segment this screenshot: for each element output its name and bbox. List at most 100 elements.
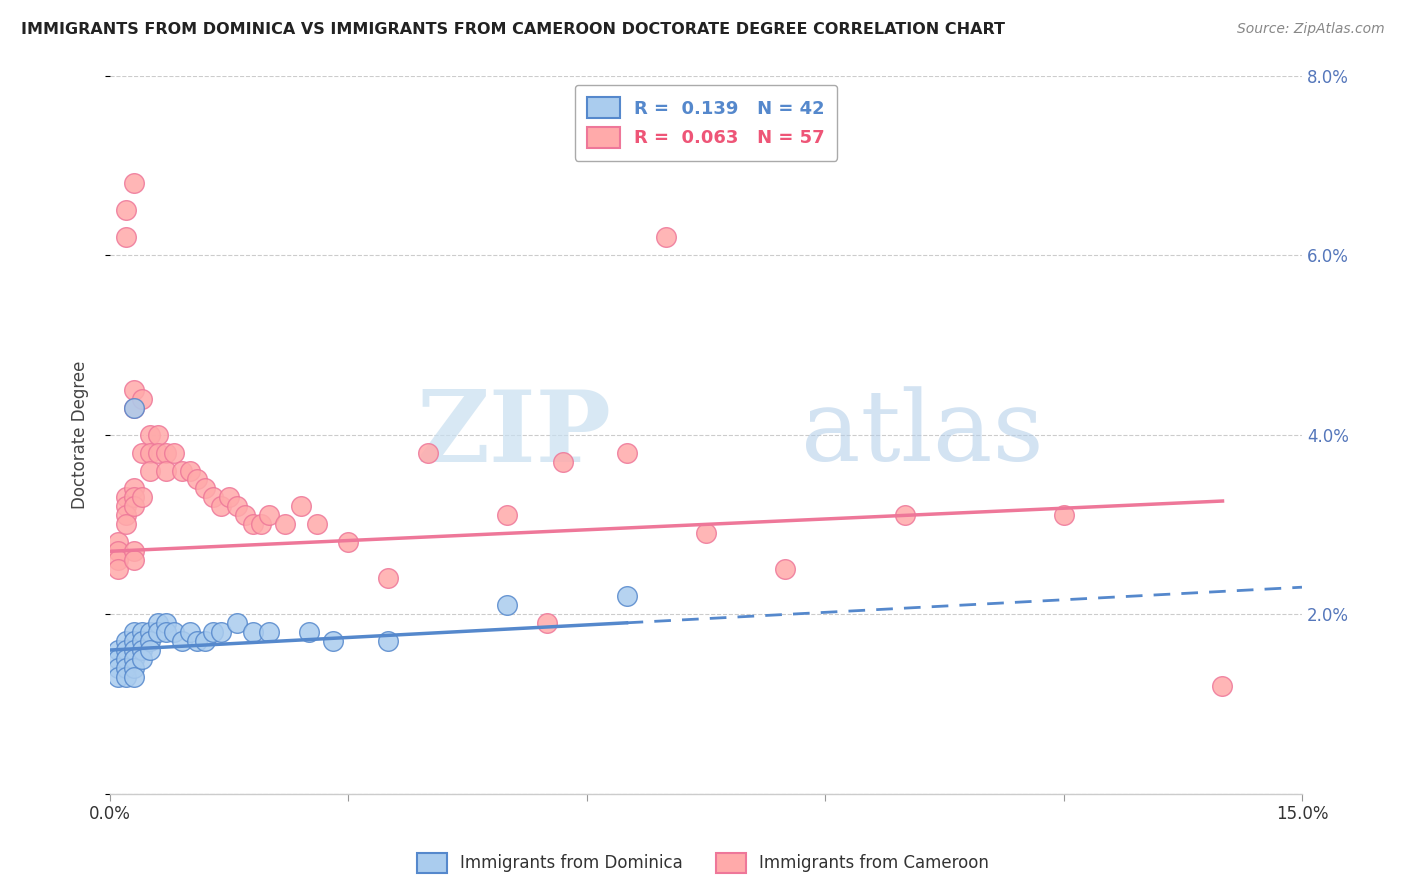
Point	[337, 535, 360, 549]
Point	[139, 625, 162, 640]
Point	[170, 634, 193, 648]
Point	[131, 625, 153, 640]
Point	[496, 598, 519, 612]
Point	[122, 544, 145, 558]
Point	[146, 445, 169, 459]
Point	[115, 203, 138, 218]
Point	[115, 500, 138, 514]
Point	[107, 652, 129, 666]
Point	[186, 634, 208, 648]
Point	[209, 500, 232, 514]
Point	[131, 392, 153, 406]
Y-axis label: Doctorate Degree: Doctorate Degree	[72, 360, 89, 508]
Text: atlas: atlas	[801, 387, 1045, 483]
Point	[155, 625, 177, 640]
Point	[194, 634, 217, 648]
Point	[122, 500, 145, 514]
Point	[139, 634, 162, 648]
Point	[496, 508, 519, 523]
Point	[1211, 679, 1233, 693]
Point	[122, 634, 145, 648]
Point	[115, 670, 138, 684]
Point	[616, 445, 638, 459]
Point	[202, 491, 225, 505]
Point	[274, 517, 297, 532]
Point	[139, 427, 162, 442]
Point	[416, 445, 439, 459]
Point	[655, 230, 678, 244]
Point	[122, 491, 145, 505]
Point	[107, 553, 129, 567]
Point	[1052, 508, 1074, 523]
Point	[322, 634, 344, 648]
Point	[155, 463, 177, 477]
Point	[170, 463, 193, 477]
Point	[122, 652, 145, 666]
Point	[775, 562, 797, 576]
Point	[122, 401, 145, 415]
Point	[122, 643, 145, 657]
Point	[131, 652, 153, 666]
Point	[209, 625, 232, 640]
Point	[131, 643, 153, 657]
Point	[155, 445, 177, 459]
Legend: R =  0.139   N = 42, R =  0.063   N = 57: R = 0.139 N = 42, R = 0.063 N = 57	[575, 85, 838, 161]
Text: Source: ZipAtlas.com: Source: ZipAtlas.com	[1237, 22, 1385, 37]
Point	[377, 571, 399, 585]
Point	[131, 445, 153, 459]
Legend: Immigrants from Dominica, Immigrants from Cameroon: Immigrants from Dominica, Immigrants fro…	[411, 847, 995, 880]
Point	[131, 634, 153, 648]
Point	[893, 508, 915, 523]
Point	[242, 517, 264, 532]
Point	[107, 643, 129, 657]
Point	[218, 491, 240, 505]
Point	[107, 661, 129, 675]
Point	[115, 652, 138, 666]
Point	[122, 553, 145, 567]
Point	[226, 616, 249, 631]
Point	[146, 427, 169, 442]
Point	[536, 616, 558, 631]
Point	[139, 643, 162, 657]
Point	[122, 383, 145, 397]
Point	[290, 500, 312, 514]
Point	[146, 625, 169, 640]
Text: IMMIGRANTS FROM DOMINICA VS IMMIGRANTS FROM CAMEROON DOCTORATE DEGREE CORRELATIO: IMMIGRANTS FROM DOMINICA VS IMMIGRANTS F…	[21, 22, 1005, 37]
Point	[257, 508, 280, 523]
Point	[616, 589, 638, 603]
Point	[139, 463, 162, 477]
Point	[107, 562, 129, 576]
Point	[115, 230, 138, 244]
Point	[186, 473, 208, 487]
Point	[233, 508, 256, 523]
Point	[202, 625, 225, 640]
Point	[115, 491, 138, 505]
Point	[115, 517, 138, 532]
Point	[115, 661, 138, 675]
Point	[695, 526, 717, 541]
Point	[179, 625, 201, 640]
Point	[107, 670, 129, 684]
Point	[257, 625, 280, 640]
Point	[115, 643, 138, 657]
Point	[122, 482, 145, 496]
Point	[298, 625, 321, 640]
Point	[162, 625, 184, 640]
Point	[226, 500, 249, 514]
Point	[242, 625, 264, 640]
Point	[250, 517, 273, 532]
Point	[115, 508, 138, 523]
Point	[122, 176, 145, 190]
Point	[305, 517, 328, 532]
Point	[179, 463, 201, 477]
Point	[551, 454, 574, 468]
Point	[122, 670, 145, 684]
Point	[107, 535, 129, 549]
Point	[122, 625, 145, 640]
Point	[139, 445, 162, 459]
Point	[155, 616, 177, 631]
Point	[377, 634, 399, 648]
Point	[162, 445, 184, 459]
Point	[146, 616, 169, 631]
Point	[194, 482, 217, 496]
